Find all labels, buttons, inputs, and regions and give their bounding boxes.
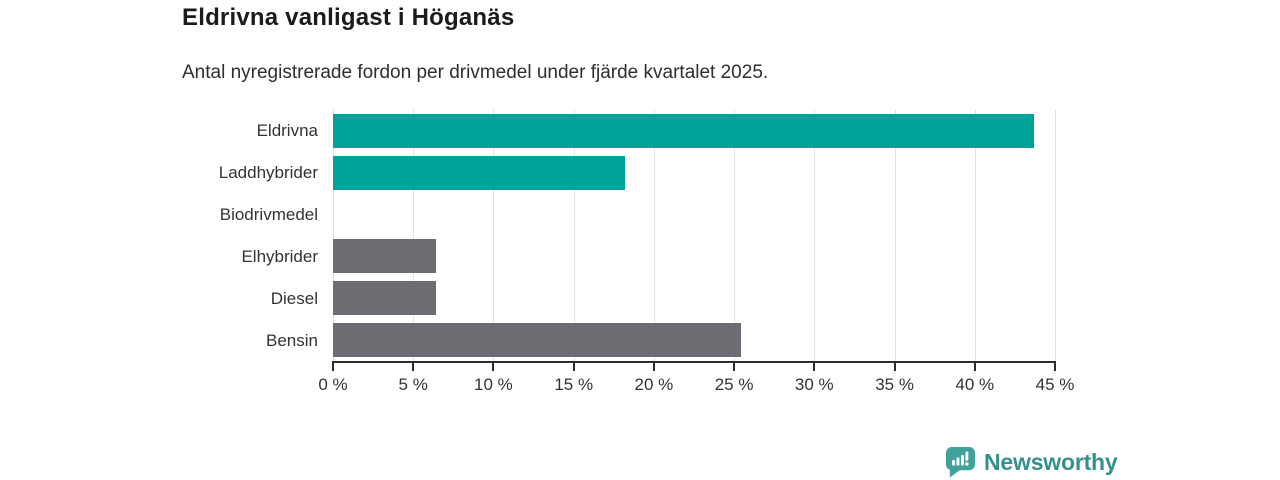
category-label: Diesel [270, 288, 318, 308]
category-label: Elhybrider [241, 246, 318, 266]
category-label: Bensin [266, 330, 318, 350]
bar-laddhybrider [333, 155, 625, 190]
gridline [653, 110, 655, 361]
gridline [814, 110, 816, 361]
x-axis-tick-label: 15 % [554, 375, 594, 394]
chart-grid [333, 110, 1056, 361]
x-axis-tick-label: 40 % [955, 375, 995, 394]
newsworthy-logo-text: Newsworthy [984, 449, 1118, 475]
chart-row: Diesel [0, 277, 1280, 319]
bar-eldrivna [333, 113, 1035, 148]
chart-subtitle: Antal nyregistrerade fordon per drivmede… [182, 62, 769, 83]
x-axis-tick-label: 30 % [794, 375, 834, 394]
chart-row: Eldrivna [0, 110, 1280, 152]
bar-bensin [333, 323, 741, 358]
gridline [894, 110, 896, 361]
category-label: Eldrivna [256, 121, 318, 141]
bar-area [333, 319, 1280, 361]
bar-area [333, 110, 1280, 152]
x-axis-tickmark [572, 363, 575, 371]
bar-elhybrider [333, 239, 436, 274]
x-axis-tick-label: 20 % [634, 375, 674, 394]
bar-diesel [333, 281, 436, 316]
gridline [333, 110, 334, 361]
logo-bubble [946, 447, 975, 478]
logo-bars [952, 451, 969, 466]
x-axis-tickmark [492, 363, 495, 371]
x-axis-tickmark [412, 363, 415, 371]
gridline [734, 110, 736, 361]
chart-row: Bensin [0, 319, 1280, 361]
x-axis-tick-label: 10 % [474, 375, 513, 394]
gridline [413, 110, 415, 361]
chart-row: Laddhybrider [0, 152, 1280, 194]
bar-area [333, 194, 1280, 236]
x-axis-tickmark [813, 363, 816, 371]
gridline [974, 110, 976, 361]
gridline [493, 110, 495, 361]
x-axis-tickmark [332, 363, 334, 371]
x-axis-tickmark [652, 363, 655, 371]
x-axis-tick-label: 25 % [714, 375, 754, 394]
x-axis-tick-label: 35 % [875, 375, 914, 394]
x-axis-ticks: 0 % 5 % 10 % 15 % 20 % 25 % 30 % 35 % 40 % 45 % [318, 361, 1074, 401]
chart-title: Eldrivna vanligast i Höganäs [182, 4, 515, 31]
gridline [1055, 110, 1056, 361]
bar-chart-plot: Eldrivna Laddhybrider Biodrivmedel Elhybrid… [0, 110, 1280, 361]
x-axis-tickmark [733, 363, 736, 371]
category-label: Laddhybrider [218, 163, 318, 183]
chart-row: Elhybrider [0, 235, 1280, 277]
x-axis-tickmark [973, 363, 976, 371]
newsworthy-speech-bubble-barchart-icon [946, 447, 975, 478]
chart-row: Biodrivmedel [0, 194, 1280, 236]
x-axis-tick-label: 5 % [398, 375, 428, 394]
x-axis-tickmark [1054, 363, 1056, 371]
bar-area [333, 152, 1280, 194]
chart-rows: Eldrivna Laddhybrider Biodrivmedel Elhybrid… [0, 110, 1280, 361]
gridline [573, 110, 575, 361]
x-axis-tick-label: 45 % [1035, 375, 1075, 394]
newsworthy-logo: Newsworthy [946, 447, 1118, 478]
category-label: Biodrivmedel [219, 205, 318, 225]
x-axis-tick-label: 0 % [318, 375, 348, 394]
bar-area [333, 235, 1280, 277]
x-axis-line [332, 361, 1056, 363]
bar-area [333, 277, 1280, 319]
x-axis-tickmark [893, 363, 896, 371]
